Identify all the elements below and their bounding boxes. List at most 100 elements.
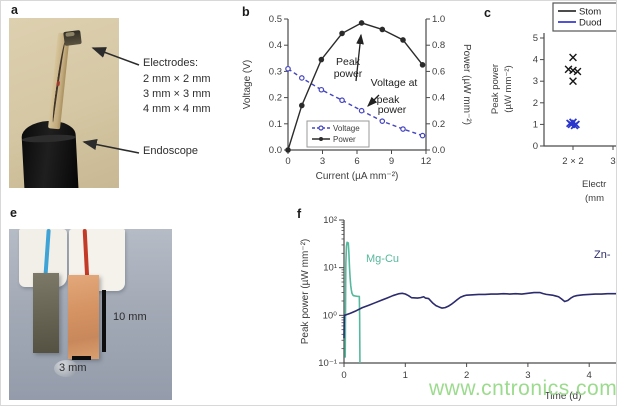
electrodes-photo: 10 mm 3 mm [9,229,172,400]
legend-power-marker [319,137,323,141]
voltage-marker [379,118,386,124]
y-tick-label-left: 0.5 [269,14,282,25]
voltage-line [287,68,423,137]
x-axis-label: Electr [582,179,606,190]
x-tick-label: 3 [525,370,530,381]
y-tick-label-left: 0.3 [269,66,282,77]
peak-power-annotation: Peak [336,56,361,68]
stom-marker [573,67,582,76]
y-tick-label-right: 0.6 [432,66,445,77]
y-axis-label: Peak power [490,64,501,114]
panel-label-c: c [484,6,491,20]
power-marker [339,30,345,37]
y-tick-label-right: 0.4 [432,93,445,104]
electrodes-title: Electrodes: [143,57,199,69]
power-line [287,22,424,151]
legend-voltage-marker [318,125,324,131]
stom-marker [569,53,577,62]
panel-label-a: a [11,3,18,17]
panel-label-e: e [10,206,17,220]
y-tick-label: 10² [323,215,337,226]
stom-marker [564,65,573,74]
panel-label-f: f [297,207,302,221]
power-marker [379,26,386,33]
axes [343,220,616,364]
power-marker [318,56,325,63]
panel-a-arrows [82,47,140,154]
zn-label: Zn- [594,249,611,261]
y-tick-label-left: 0.0 [269,145,282,156]
voltage-marker [318,86,325,93]
voltage-marker [285,65,291,72]
voltage-at-peak-annotation: peak [377,94,401,106]
x-tick-label: 1 [403,370,408,381]
x-axis-label: Time (d) [545,391,582,402]
arrow-to-electrodes [91,47,140,66]
x-tick-label: 6 [354,156,359,167]
y-tick-label-right: 0.0 [432,145,445,156]
x-tick-label: 3 [610,156,615,167]
y-tick-label-left: 0.1 [269,119,282,130]
pebble [54,360,79,377]
power-marker [400,37,406,43]
voltage-marker [400,126,406,132]
stom-marker [569,77,577,86]
mg-cu-line [344,241,361,364]
y-tick-label: 10¹ [323,263,337,274]
peak-power-annotation: power [334,68,363,80]
x-tick-label: 4 [587,370,592,381]
arrow-to-endoscope [82,139,140,154]
voltage-at-peak-arrow [367,94,380,107]
scale-bar-10mm [102,290,106,352]
y-axis-label-left: Voltage (V) [242,60,253,109]
legend-power-label: Power [333,135,356,144]
duod-marker [570,121,579,130]
voltage-marker [419,132,426,139]
y-tick-label: 5 [533,33,538,44]
power-marker [299,102,305,109]
electrode-size-3: 4 mm × 4 mm [143,103,211,115]
voltage-at-peak-annotation: Voltage at [371,77,418,89]
iv-power-chart: 0.0 0.1 0.2 0.3 0.4 0.5 0.0 0.2 0.4 0.6 0.8 1.0 0 3 6 9… [242,14,472,182]
y-tick-label-right: 0.8 [432,40,445,51]
voltage-marker [358,107,365,114]
power-marker [285,147,291,153]
x-tick-label: 2 × 2 [562,156,583,167]
scale-bar-3mm [72,356,91,360]
longevity-chart: 10⁻¹ 10⁰ 10¹ 10² 0 1 2 3 4 Time (d) Peak power (µW… [300,215,616,402]
x-tick-label: 2 [464,370,469,381]
x-axis-label: (mm [585,193,604,204]
x-tick-label: 12 [421,156,432,167]
y-tick-label-left: 0.4 [269,40,282,51]
electrode-size-1: 2 mm × 2 mm [143,73,211,85]
stom-marker [569,66,577,75]
endoscope-photo [9,18,119,188]
voltage-at-peak-annotation: power [378,104,407,116]
legend-box [552,2,616,32]
x-tick-label: 0 [285,156,290,167]
legend-voltage-label: Voltage [333,124,360,133]
voltage-marker [299,75,305,81]
voltage-marker [339,97,345,104]
y-axis-label-right: Power (µW mm⁻²) [461,44,472,125]
peak-power-scatter: 0 1 2 3 4 5 2 × 2 3 Electr (mm Peak power (µW mm⁻²)… [490,2,616,204]
peak-power-arrow [355,33,364,82]
y-tick-label: 4 [533,55,538,66]
legend-duodenum-label: Duod [579,18,602,29]
watermark: www.cntronics.com [429,377,617,400]
y-tick-label: 10⁰ [323,310,338,321]
x-axis-label: Current (µA mm⁻²) [316,171,399,182]
scale-label-3mm: 3 mm [59,362,87,374]
y-tick-label-left: 0.2 [269,93,282,104]
zinc-electrode [33,273,59,353]
y-tick-label: 10⁻¹ [318,358,337,369]
mg-cu-label: Mg-Cu [366,253,399,265]
y-tick-label-right: 1.0 [432,14,445,25]
power-marker [358,20,365,26]
scale-label-10mm: 10 mm [113,311,147,323]
zn-line [343,291,616,339]
y-tick-label: 1 [533,119,538,130]
power-marker [419,62,426,68]
legend-box [306,120,370,148]
